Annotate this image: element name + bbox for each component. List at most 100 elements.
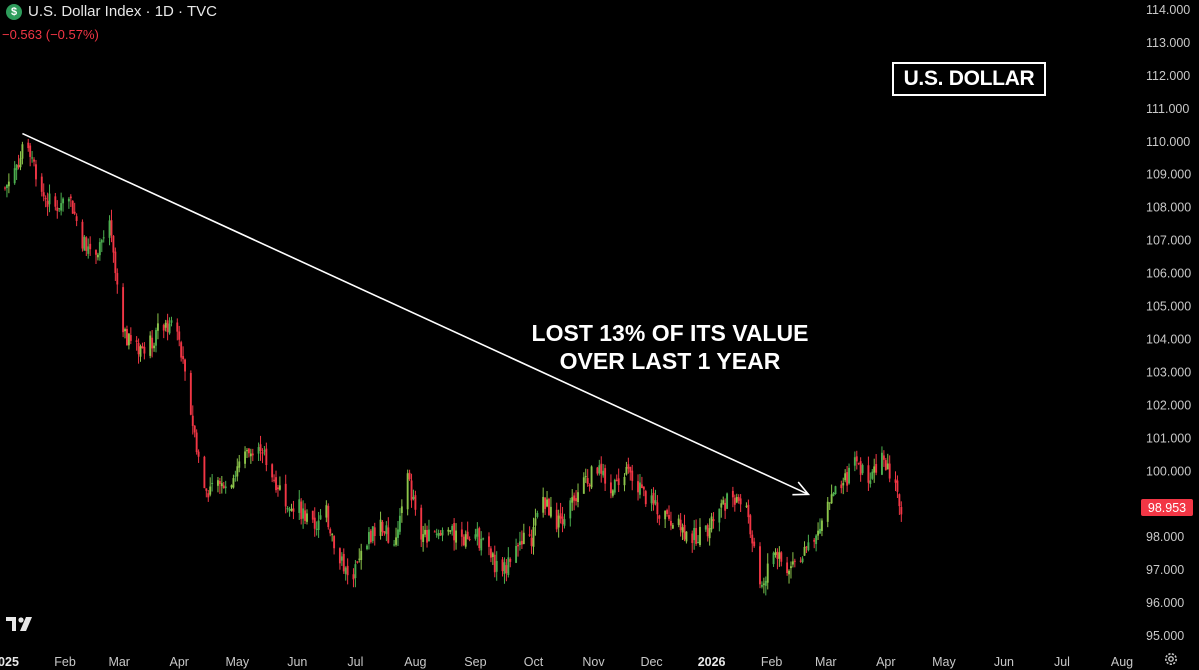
annotation-line-2: OVER LAST 1 YEAR: [559, 348, 781, 374]
candle-body: [536, 512, 539, 517]
candle-body: [81, 221, 84, 249]
candle-body: [544, 497, 547, 509]
candle-body: [342, 553, 345, 572]
candle-body: [735, 497, 738, 503]
gear-icon[interactable]: [1163, 651, 1179, 667]
candle-body: [311, 510, 314, 520]
y-tick-label: 113.000: [1146, 36, 1190, 50]
candle-body: [468, 539, 471, 541]
candle-body: [304, 510, 307, 521]
candle-body: [588, 484, 591, 487]
candle-body: [414, 495, 417, 510]
candle-body: [753, 541, 756, 547]
candle-body: [437, 532, 440, 537]
candle-body: [126, 329, 128, 346]
candle-body: [141, 346, 144, 349]
candle-body: [400, 506, 403, 514]
candle-body: [596, 467, 599, 474]
y-tick-label: 104.000: [1146, 332, 1191, 346]
candle-body: [184, 359, 186, 372]
candle-body: [697, 542, 699, 544]
x-tick-label: Oct: [524, 655, 544, 669]
candle-body: [817, 530, 820, 536]
candle-body: [555, 509, 558, 530]
y-tick-label: 108.000: [1146, 201, 1191, 215]
candle-body: [340, 556, 343, 561]
candle-body: [830, 494, 833, 504]
candle-body: [176, 322, 179, 332]
candle-body: [369, 530, 372, 543]
candle-body: [828, 502, 831, 504]
candle-body: [766, 563, 769, 583]
y-tick-label: 105.000: [1146, 300, 1191, 314]
candle-body: [650, 495, 653, 504]
candle-body: [807, 542, 810, 551]
x-tick-label: Jul: [1054, 655, 1070, 669]
candle-body: [453, 523, 456, 541]
candle-body: [780, 552, 783, 562]
candle-body: [96, 254, 99, 258]
candle-body: [790, 566, 792, 569]
candle-body: [259, 444, 262, 452]
x-tick-label: Feb: [54, 655, 76, 669]
y-tick-label: 100.000: [1146, 464, 1191, 478]
candle-body: [602, 470, 605, 476]
candle-body: [671, 525, 674, 529]
candle-body: [791, 561, 794, 565]
candle-body: [387, 527, 390, 543]
candle-body: [87, 246, 90, 254]
candle-body: [441, 529, 444, 536]
candle-body: [505, 565, 508, 574]
x-tick-label: 2025: [0, 655, 19, 669]
candle-body: [760, 584, 763, 587]
candle-body: [559, 513, 562, 519]
candle-body: [522, 532, 525, 544]
candle-body: [261, 452, 264, 454]
candle-body: [354, 564, 357, 579]
symbol-title[interactable]: U.S. Dollar Index · 1D · TVC: [28, 3, 217, 20]
candle-body: [720, 503, 723, 508]
candle-body: [346, 565, 349, 576]
candle-body: [265, 448, 268, 466]
candle-body: [737, 496, 740, 501]
candle-body: [371, 526, 374, 542]
candle-body: [886, 463, 889, 470]
candle-body: [178, 331, 181, 340]
candle-body: [232, 478, 235, 488]
candle-body: [639, 482, 641, 495]
candle-body: [408, 472, 411, 480]
candle-body: [383, 531, 386, 534]
candle-body: [573, 495, 576, 501]
candle-body: [143, 346, 146, 354]
candle-body: [331, 534, 334, 536]
candle-body: [286, 507, 289, 510]
candle-body: [482, 538, 485, 540]
candle-body: [460, 529, 463, 537]
candle-body: [284, 483, 287, 507]
candle-body: [75, 216, 78, 221]
candle-body: [358, 558, 361, 560]
candle-body: [652, 492, 655, 505]
annotation-line-1: LOST 13% OF ITS VALUE: [531, 320, 809, 346]
candle-body: [501, 559, 504, 572]
candle-body: [319, 515, 322, 520]
candle-body: [832, 492, 835, 496]
candle-body: [464, 534, 467, 547]
candle-body: [108, 220, 111, 238]
candle-body: [197, 451, 200, 457]
candle-body: [42, 192, 45, 197]
candle-body: [209, 486, 212, 495]
candle-body: [292, 508, 295, 512]
price-change: −0.563 (−0.57%): [2, 27, 99, 42]
candle-body: [582, 477, 585, 494]
x-tick-label: Feb: [761, 655, 783, 669]
candle-body: [21, 144, 24, 159]
candle-body: [561, 516, 564, 525]
candle-body: [62, 198, 65, 204]
candle-body: [31, 157, 34, 159]
candle-body: [85, 237, 88, 251]
candle-body: [385, 525, 388, 535]
tradingview-logo-icon[interactable]: [6, 614, 38, 634]
candle-body: [604, 468, 607, 484]
